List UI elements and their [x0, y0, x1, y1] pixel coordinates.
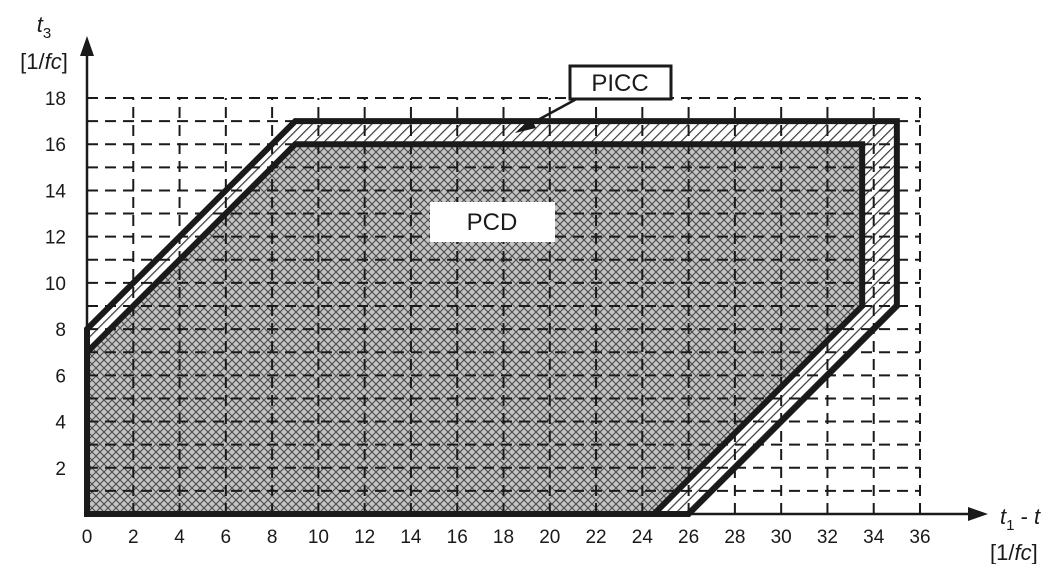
- y-tick-label: 16: [45, 135, 66, 156]
- pcd-label-box: [430, 202, 555, 242]
- tick-labels: 0 2 4 6 8 10 12 14 16 18 20 22 24 26 28 30 32 34 362468101…: [45, 89, 931, 548]
- x-tick-label: 28: [724, 527, 745, 548]
- x-tick-label: 22: [585, 527, 606, 548]
- x-tick-label: 6: [221, 527, 232, 548]
- x-axis-unit: [1/fc]: [990, 540, 1038, 564]
- x-axis-label: t1 - t: [1000, 504, 1041, 534]
- y-axis-label: t3: [37, 12, 51, 42]
- y-tick-label: 2: [55, 459, 66, 480]
- axes: [80, 36, 988, 521]
- x-axis-arrowhead: [968, 507, 988, 521]
- x-tick-label: 18: [493, 527, 514, 548]
- x-tick-label: 30: [771, 527, 792, 548]
- y-tick-label: 12: [45, 228, 66, 249]
- y-tick-label: 14: [45, 181, 67, 202]
- x-tick-label: 0: [82, 527, 93, 548]
- picc-callout-arrowhead: [515, 118, 536, 133]
- x-tick-label: 36: [909, 527, 930, 548]
- x-tick-label: 8: [267, 527, 278, 548]
- x-tick-label: 16: [447, 527, 468, 548]
- x-tick-label: 10: [308, 527, 329, 548]
- x-tick-label: 20: [539, 527, 560, 548]
- y-tick-label: 10: [45, 274, 66, 295]
- x-tick-label: 14: [400, 527, 422, 548]
- picc-callout-box: [568, 64, 673, 101]
- picc-callout-arrow-line: [524, 94, 583, 129]
- pcd-label: PCD: [467, 209, 518, 236]
- x-tick-label: 24: [632, 527, 654, 548]
- x-tick-label: 26: [678, 527, 699, 548]
- x-tick-label: 32: [817, 527, 838, 548]
- y-tick-label: 8: [55, 320, 66, 341]
- y-axis-unit: [1/fc]: [20, 49, 68, 74]
- x-tick-label: 4: [174, 527, 185, 548]
- y-tick-label: 4: [55, 413, 66, 434]
- x-tick-label: 34: [863, 527, 885, 548]
- y-tick-label: 18: [45, 89, 66, 110]
- y-tick-label: 6: [55, 366, 66, 387]
- x-tick-label: 2: [128, 527, 139, 548]
- y-axis-arrowhead: [80, 36, 94, 56]
- picc-callout-label: PICC: [591, 70, 648, 97]
- x-tick-label: 12: [354, 527, 375, 548]
